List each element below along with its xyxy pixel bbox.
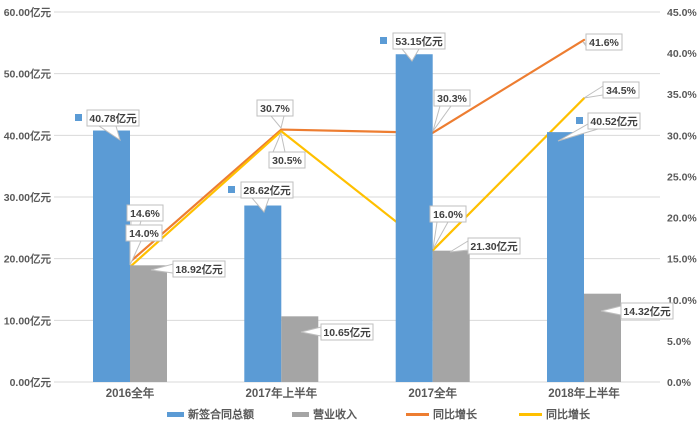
line-series: [128, 38, 586, 264]
data-point-label: 41.6%: [589, 37, 619, 49]
callout-box: [268, 151, 306, 169]
data-point-label: 16.0%: [433, 209, 463, 221]
callout-box: [602, 81, 640, 99]
callout-box: [126, 204, 164, 222]
callout-box: [256, 99, 294, 117]
callout-legend-key-icon: [228, 186, 235, 193]
right-axis-tick-label: 45.0%: [667, 7, 697, 19]
right-axis-tick-label: 5.0%: [667, 336, 692, 348]
callout-legend-key-icon: [576, 117, 583, 124]
data-point-label: 21.30亿元: [470, 240, 518, 253]
right-axis-tick-label: 25.0%: [667, 171, 697, 183]
bar-segment: [547, 132, 584, 382]
callout-box: [172, 260, 226, 278]
data-point-label: 30.5%: [272, 155, 302, 167]
callout-pointer: [269, 115, 285, 130]
callout-box: [240, 181, 294, 199]
legend-item-operating-revenue: 营业收入: [292, 407, 357, 421]
bar-segment: [395, 54, 433, 382]
category-label: 2018年上半年: [548, 386, 620, 400]
bar-segment: [130, 265, 167, 382]
data-point-label: 18.92亿元: [175, 263, 223, 276]
callout-box: [320, 323, 374, 341]
callout-box: [587, 112, 641, 130]
right-axis-tick-label: 20.0%: [667, 213, 697, 225]
callout-pointer: [583, 85, 604, 99]
callout-pointer: [449, 240, 469, 253]
left-axis-tick-label: 0.00亿元: [10, 376, 52, 389]
callout-box: [392, 32, 446, 50]
legend-item-yoy-growth-contracts: 同比增长: [406, 407, 477, 421]
legend-label-yoy-growth-contracts: 同比增长: [433, 409, 477, 421]
callout-box: [467, 237, 521, 255]
data-point-label: 14.0%: [129, 228, 159, 240]
bar-segment: [244, 205, 282, 382]
left-axis-tick-label: 20.00亿元: [4, 253, 52, 266]
category-label: 2017年上半年: [246, 386, 318, 400]
legend-bar-swatch-blue-icon: [167, 411, 184, 417]
left-axis-tick-label: 10.00亿元: [4, 314, 52, 327]
legend-label-new-contract-total: 新签合同总额: [188, 409, 254, 421]
callout-legend-key-icon: [75, 114, 82, 121]
line-series: [128, 97, 586, 268]
callout-legend-key-icon: [380, 37, 387, 44]
right-axis-tick-label: 15.0%: [667, 254, 697, 266]
legend-item-yoy-growth-revenue: 同比增长: [519, 407, 590, 421]
data-point-label: 40.52亿元: [590, 115, 638, 128]
callout-box: [429, 205, 467, 223]
data-point-label: 28.62亿元: [243, 184, 291, 197]
legend-label-yoy-growth-revenue: 同比增长: [546, 409, 590, 421]
left-axis-tick-label: 60.00亿元: [4, 6, 52, 19]
legend-line-swatch-yellow-icon: [519, 412, 542, 416]
callout-box: [585, 33, 623, 51]
callout-box: [433, 89, 471, 107]
legend-bar-swatch-gray-icon: [292, 411, 309, 417]
data-point-label: 40.78亿元: [89, 112, 137, 125]
callout-box: [620, 302, 674, 320]
right-axis-tick-label: 35.0%: [667, 89, 697, 101]
right-axis-tick-label: 30.0%: [667, 130, 697, 142]
legend-line-swatch-orange-icon: [406, 412, 429, 416]
category-label: 2017全年: [408, 386, 457, 400]
left-axis-tick-label: 50.00亿元: [4, 68, 52, 81]
data-point-label: 14.6%: [130, 208, 160, 220]
data-point-label: 30.3%: [437, 93, 467, 105]
left-axis-tick-label: 40.00亿元: [4, 129, 52, 142]
data-point-label: 34.5%: [606, 85, 636, 97]
right-axis-tick-label: 0.0%: [667, 377, 692, 389]
bar-segment: [93, 130, 130, 382]
right-axis-tick-label: 40.0%: [667, 48, 697, 60]
callout-box: [86, 109, 140, 127]
callout-pointer: [432, 221, 449, 250]
callout-box: [125, 224, 163, 242]
bar-segment: [281, 316, 319, 382]
legend-label-operating-revenue: 营业收入: [313, 409, 357, 421]
data-point-label: 10.65亿元: [323, 326, 371, 339]
bar-segment: [432, 250, 470, 382]
category-label: 2016全年: [106, 386, 155, 400]
data-point-label: 14.32亿元: [623, 305, 671, 318]
legend-item-new-contract-total: 新签合同总额: [167, 407, 254, 421]
data-point-label: 53.15亿元: [395, 35, 443, 48]
left-axis-tick-label: 30.00亿元: [4, 191, 52, 204]
right-axis-tick-label: 10.0%: [667, 295, 697, 307]
data-point-label: 30.7%: [260, 103, 290, 115]
